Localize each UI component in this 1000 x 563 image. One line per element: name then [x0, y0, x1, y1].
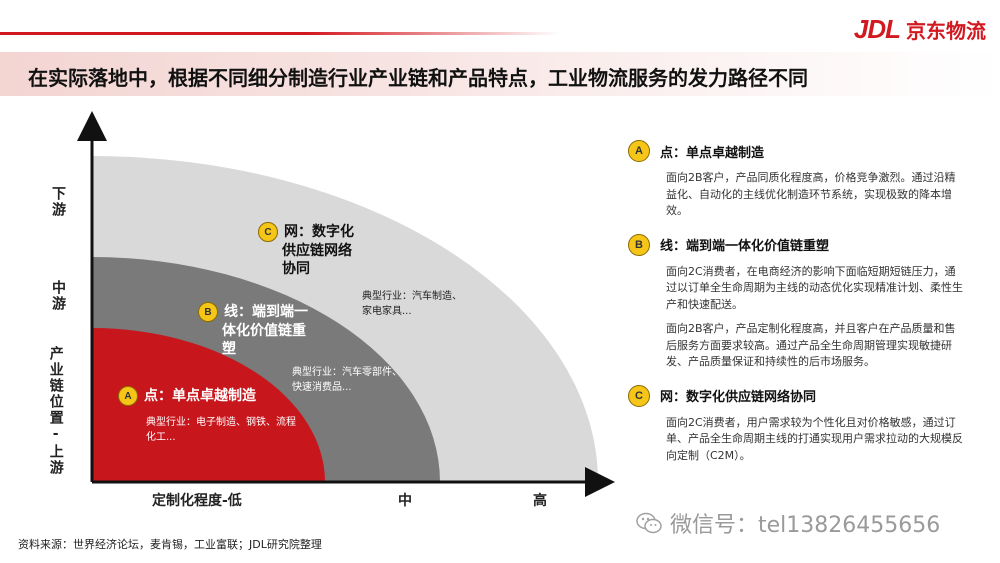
panel-c-text: 面向2C消费者，用户需求较为个性化且对价格敏感，通过订单、产品全生命周期主线的打…	[666, 415, 963, 462]
zone-b-industries-line1: 典型行业：汽车零部件、	[292, 367, 402, 378]
zone-c-label-line3: 协同	[282, 261, 310, 278]
zone-b-label-line3: 塑	[222, 341, 236, 358]
panel-b-heading: B 线：端到端一体化价值链重塑	[628, 233, 968, 256]
x-label-mid: 中	[398, 493, 412, 509]
y-label-downstream: 下游	[50, 186, 66, 218]
panel-a-title: 点：单点卓越制造	[660, 145, 765, 161]
panel-b-title: 线：端到端一体化价值链重塑	[660, 239, 830, 254]
panel-b-text-2: 面向2B客户，产品定制化程度高，并且客户在产品质量和售后服务方面要求较高。通过产…	[666, 322, 956, 368]
y-label-upstream: 产业链位置-上游	[47, 346, 64, 476]
header-accent-line	[0, 32, 560, 35]
zone-b-label-line2: 体化价值链重	[222, 323, 306, 339]
badge-c: C	[258, 222, 278, 242]
source-note: 资料来源：世界经济论坛，麦肯锡，工业富联；JDL研究院整理	[18, 538, 322, 551]
jdl-logo: JDL 京东物流	[854, 14, 986, 45]
zone-c-label: C 网：数字化 供应链网络 协同	[258, 222, 354, 278]
x-label-high: 高	[533, 493, 547, 509]
panel-badge-c: C	[628, 384, 650, 407]
badge-b: B	[198, 302, 218, 322]
zone-c-industries-line2: 家电家具...	[362, 305, 412, 317]
panel-badge-a: A	[628, 140, 650, 162]
zone-c-industries: 典型行业：汽车制造、 家电家具...	[362, 290, 462, 319]
zone-b-industries: 典型行业：汽车零部件、 快速消费品...	[292, 366, 402, 395]
badge-a: A	[118, 386, 138, 406]
y-label-midstream: 中游	[50, 280, 66, 312]
zone-a-area	[92, 328, 325, 482]
panel-c-title: 网：数字化供应链网络协同	[660, 390, 817, 405]
page-title: 在实际落地中，根据不同细分制造行业产业链和产品特点，工业物流服务的发力路径不同	[28, 66, 808, 90]
x-label-low: 定制化程度-低	[152, 493, 242, 509]
panel-c-heading: C 网：数字化供应链网络协同	[628, 384, 968, 407]
wechat-watermark: 微信号：tel13826455656	[636, 507, 940, 539]
logo-mark: JDL	[853, 14, 901, 44]
zone-a-label: A 点：单点卓越制造	[118, 386, 256, 406]
zone-c-label-line1: 网：数字化	[284, 224, 354, 240]
logo-text: 京东物流	[906, 19, 986, 43]
zone-c-industries-line1: 典型行业：汽车制造、	[362, 291, 462, 302]
zone-b-label-line1: 线：端到端一	[224, 304, 308, 320]
panel-b-text-1: 面向2C消费者，在电商经济的影响下面临短期短链压力，通过以订单全生命周期为主线的…	[666, 264, 963, 311]
panel-a-text: 面向2B客户，产品同质化程度高，价格竞争激烈。通过沿精益化、自动化的主线优化制造…	[666, 171, 956, 217]
zone-a-label-text: 点：单点卓越制造	[144, 388, 256, 404]
wechat-icon	[636, 512, 662, 534]
header-bar: JDL 京东物流	[0, 0, 1000, 58]
wechat-id-text: 微信号：tel13826455656	[670, 513, 941, 538]
zone-b-label: B 线：端到端一 体化价值链重 塑	[198, 302, 308, 358]
panel-a-heading: A 点：单点卓越制造	[628, 140, 968, 162]
zone-a-industries: 典型行业：电子制造、钢铁、流程化工...	[146, 417, 296, 443]
explanation-panel: A 点：单点卓越制造 面向2B客户，产品同质化程度高，价格竞争激烈。通过沿精益化…	[628, 140, 968, 478]
zone-b-industries-line2: 快速消费品...	[292, 381, 352, 393]
zone-c-label-line2: 供应链网络	[282, 243, 352, 259]
panel-badge-b: B	[628, 233, 650, 256]
title-band: 在实际落地中，根据不同细分制造行业产业链和产品特点，工业物流服务的发力路径不同	[0, 52, 1000, 96]
value-chain-diagram	[77, 111, 615, 497]
